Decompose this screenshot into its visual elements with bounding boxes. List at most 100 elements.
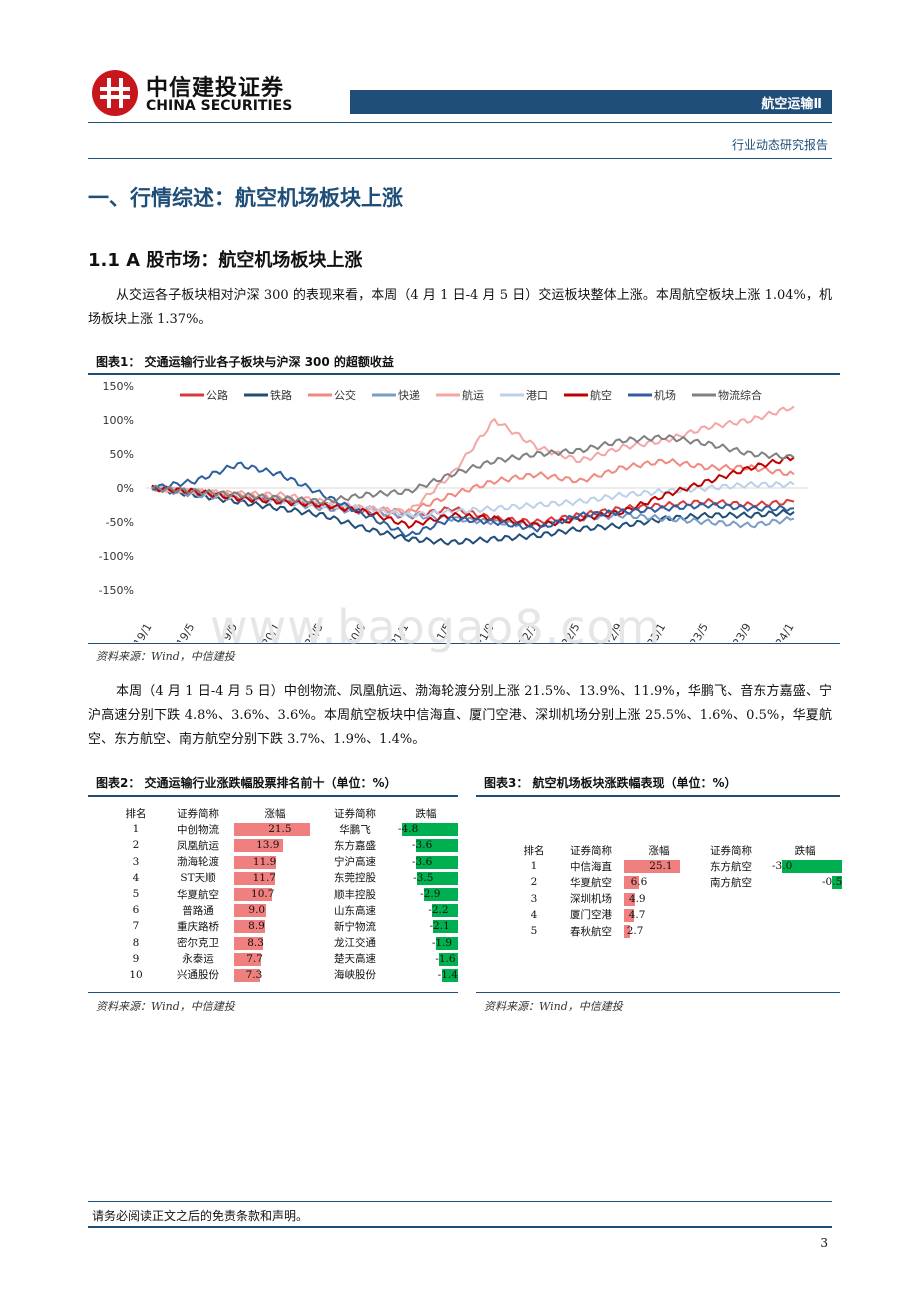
- figure-3-table: 排名 证券简称 涨幅 证券简称 跌幅 1 中信海直 25.1 东方航空 -3.0 2 华夏航空 6.6…: [510, 842, 843, 939]
- figure-2-table: 排名 证券简称 涨幅 证券简称 跌幅 1 中创物流 21.5 华鹏飞 -4.8 2 凤凰航运 13.9…: [110, 805, 458, 983]
- gainer-name: 深圳机场: [570, 893, 612, 906]
- gain-label: 10.7: [251, 888, 275, 901]
- gainer-value: 11.7: [234, 870, 316, 886]
- loser-name: 新宁物流: [334, 920, 376, 933]
- table-row: 7 重庆路桥 8.9 新宁物流 -2.1: [110, 918, 458, 934]
- figure-2-bottom-line: [88, 992, 458, 993]
- figure-3-source: 资料来源：Wind，中信建投: [484, 1000, 623, 1013]
- gainer-name: 密尔克卫: [177, 937, 219, 950]
- gainer-value: 8.3: [234, 935, 316, 951]
- loss-label: -1.9: [431, 936, 453, 949]
- loser-name: 南方航空: [710, 876, 752, 889]
- header-divider: [88, 122, 832, 123]
- figure-3-top-line: [476, 795, 840, 797]
- y-tick-label: -50%: [106, 516, 134, 529]
- gain-label: 13.9: [256, 839, 280, 852]
- gainer-name: 厦门空港: [570, 909, 612, 922]
- gain-label: 7.3: [245, 968, 263, 981]
- figure-1-source: 资料来源：Wind，中信建投: [96, 650, 235, 663]
- gain-bar: [234, 839, 284, 853]
- loser-value: -3.6: [394, 837, 458, 853]
- table-row: 3 渤海轮渡 11.9 宁沪高速 -3.6: [110, 854, 458, 870]
- legend-label: 铁路: [270, 389, 292, 402]
- legend-label: 物流综合: [718, 388, 762, 402]
- table-header: 跌幅: [794, 844, 816, 857]
- table-header: 涨幅: [264, 807, 286, 820]
- gain-label: 9.0: [248, 904, 266, 917]
- gainer-value: 7.7: [234, 951, 316, 967]
- x-tick-label: 2023/9: [723, 621, 754, 642]
- loser-name: [694, 923, 768, 939]
- loss-label: -4.8: [398, 823, 419, 836]
- gain-bar: [234, 871, 276, 885]
- x-tick-label: 2024/1: [766, 621, 797, 642]
- footer-divider-2: [88, 1226, 832, 1228]
- gain-bar: [624, 860, 680, 874]
- loser-name: 顺丰控股: [334, 888, 376, 901]
- table-row: 4 厦门空港 4.7: [510, 907, 842, 923]
- loser-value: [768, 907, 842, 923]
- x-tick-label: 2019/5: [167, 621, 198, 642]
- loss-bar: [782, 860, 843, 874]
- table-header: 排名: [125, 807, 147, 820]
- loss-label: -2.2: [428, 904, 449, 917]
- rank-cell: 8: [132, 936, 140, 949]
- gainer-name: 华夏航空: [177, 888, 219, 901]
- figure-2-title: 图表2： 交通运输行业涨跌幅股票排名前十（单位：%）: [96, 776, 397, 790]
- table-row: 3 深圳机场 4.9: [510, 891, 842, 907]
- gainer-name: 凤凰航运: [177, 839, 219, 852]
- industry-label: 航空运输Ⅱ: [761, 97, 822, 112]
- report-type: 行业动态研究报告: [731, 138, 828, 152]
- table-header: 证券简称: [570, 844, 612, 857]
- gainer-name: ST天顺: [180, 872, 216, 885]
- rank-cell: 4: [132, 871, 140, 884]
- gainer-name: 春秋航空: [570, 925, 612, 938]
- gain-bar: [234, 936, 264, 950]
- footer-divider: [88, 1201, 832, 1202]
- gainer-value: 4.7: [624, 907, 694, 923]
- loser-value: -2.9: [394, 886, 458, 902]
- gainer-value: 8.9: [234, 918, 316, 934]
- loser-name: 东方嘉盛: [334, 839, 376, 852]
- loss-label: -3.6: [412, 855, 433, 868]
- gainer-value: 13.9: [234, 837, 316, 853]
- paragraph-2: 本周（4 月 1 日-4 月 5 日）中创物流、凤凰航运、渤海轮渡分别上涨 21…: [88, 684, 832, 747]
- y-tick-label: 150%: [103, 380, 134, 393]
- gain-label: 4.7: [628, 908, 646, 921]
- logo-text-cn: 中信建投证券: [146, 76, 285, 101]
- paragraph-1: 从交运各子板块相对沪深 300 的表现来看，本周（4 月 1 日-4 月 5 日…: [88, 288, 832, 327]
- figure-1-top-line: [88, 373, 840, 375]
- loser-name: 海峡股份: [334, 969, 376, 982]
- loser-value: -2.2: [394, 902, 458, 918]
- series-line-1: [151, 485, 795, 546]
- gain-label: 21.5: [268, 823, 292, 836]
- rank-cell: 6: [132, 904, 140, 917]
- gain-label: 8.9: [248, 920, 265, 933]
- gain-bar: [624, 892, 635, 906]
- loss-bar: [439, 952, 458, 966]
- gain-bar: [234, 952, 262, 966]
- loser-name: 东方航空: [710, 860, 752, 873]
- loss-bar: [415, 839, 458, 853]
- series-line-8: [151, 434, 795, 505]
- gainer-value: 21.5: [234, 821, 316, 837]
- loss-label: -1.6: [435, 952, 456, 965]
- table-header: 跌幅: [415, 807, 437, 820]
- company-logo-icon: [92, 70, 138, 116]
- gain-bar: [234, 855, 277, 869]
- gainer-value: 7.3: [234, 967, 316, 983]
- loss-bar: [415, 855, 458, 869]
- gainer-value: 2.7: [624, 923, 694, 939]
- logo-text-en: CHINA SECURITIES: [146, 98, 293, 114]
- gainer-name: 重庆路桥: [177, 920, 219, 933]
- y-tick-label: -100%: [99, 550, 134, 563]
- loss-bar: [441, 968, 458, 982]
- legend-label: 航运: [462, 388, 484, 402]
- loser-value: -1.9: [394, 935, 458, 951]
- gain-label: 25.1: [649, 860, 673, 873]
- loser-value: -2.1: [394, 918, 458, 934]
- table-row: 10 兴通股份 7.3 海峡股份 -1.4: [110, 967, 458, 983]
- rank-cell: 3: [132, 855, 140, 868]
- gain-bar: [624, 924, 631, 938]
- rank-cell: 5: [132, 888, 140, 901]
